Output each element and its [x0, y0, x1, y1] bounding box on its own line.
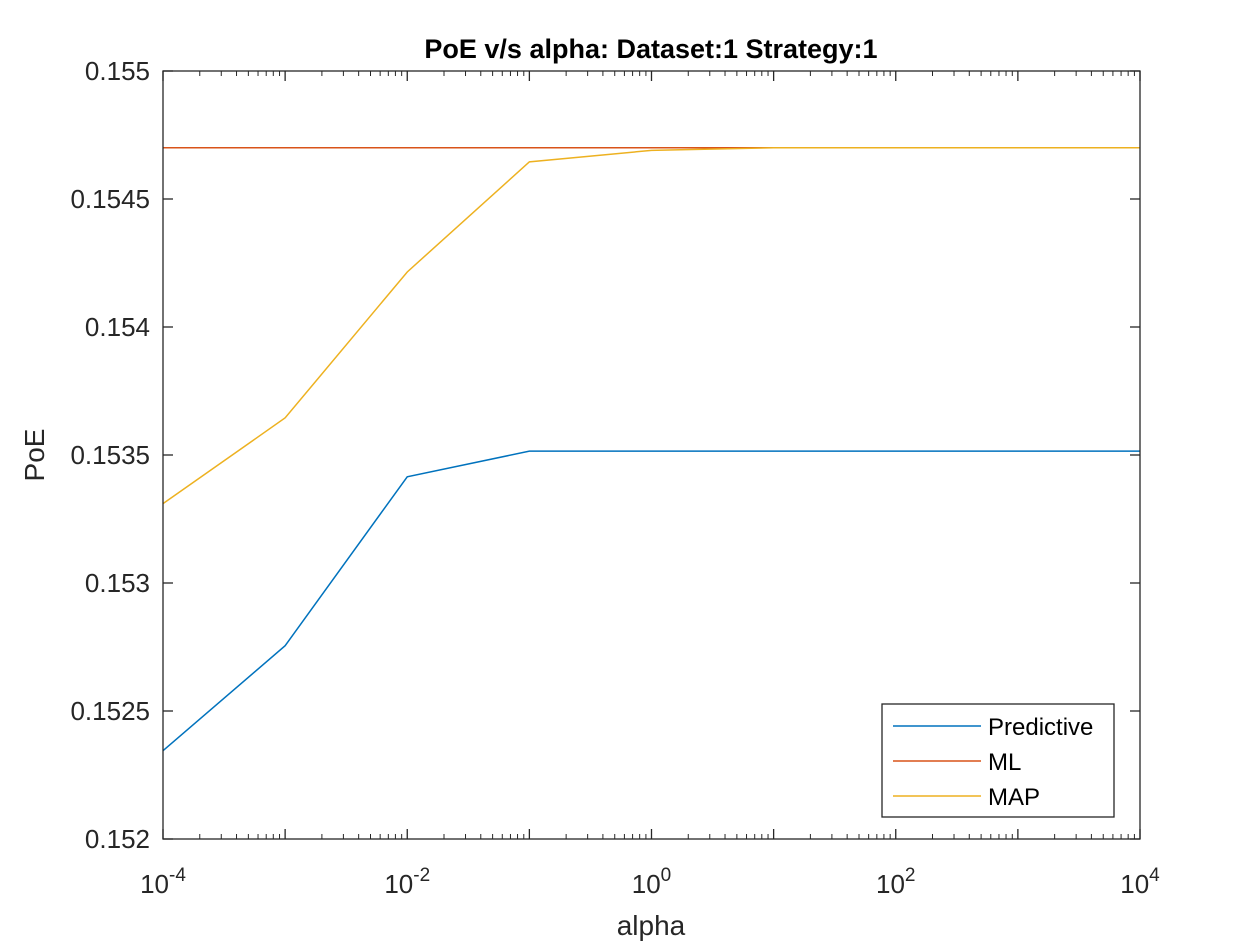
x-tick-labels: 10-4 10-2 100 102 104: [140, 865, 1160, 899]
series-line-predictive: [162, 450, 1140, 752]
legend-label-map: MAP: [988, 784, 1040, 811]
x-tick-label: 10-4: [140, 865, 186, 899]
y-axis-label: PoE: [19, 429, 50, 482]
series-line-map: [162, 147, 1140, 505]
legend-label-predictive: Predictive: [988, 714, 1093, 741]
legend: Predictive ML MAP: [881, 703, 1115, 818]
legend-label-ml: ML: [988, 749, 1021, 776]
plot-frame: [162, 70, 1141, 840]
chart-title: PoE v/s alpha: Dataset:1 Strategy:1: [424, 34, 877, 64]
y-tick-label: 0.155: [85, 56, 150, 86]
x-tick-label: 104: [1120, 865, 1160, 899]
y-tick-label: 0.153: [85, 568, 150, 598]
y-tick-label: 0.1525: [70, 696, 150, 726]
y-tick-label: 0.154: [85, 312, 150, 342]
y-tick-label: 0.1535: [70, 440, 150, 470]
x-tick-label: 102: [876, 865, 916, 899]
x-axis-label: alpha: [617, 910, 686, 941]
minor-ticks: [199, 71, 1135, 839]
y-tick-labels: 0.152 0.1525 0.153 0.1535 0.154 0.1545 0.155: [70, 56, 150, 854]
x-tick-label: 10-2: [384, 865, 430, 899]
y-tick-label: 0.1545: [70, 184, 150, 214]
series-lines: [162, 147, 1140, 752]
y-tick-label: 0.152: [85, 824, 150, 854]
x-tick-label: 100: [632, 865, 672, 899]
